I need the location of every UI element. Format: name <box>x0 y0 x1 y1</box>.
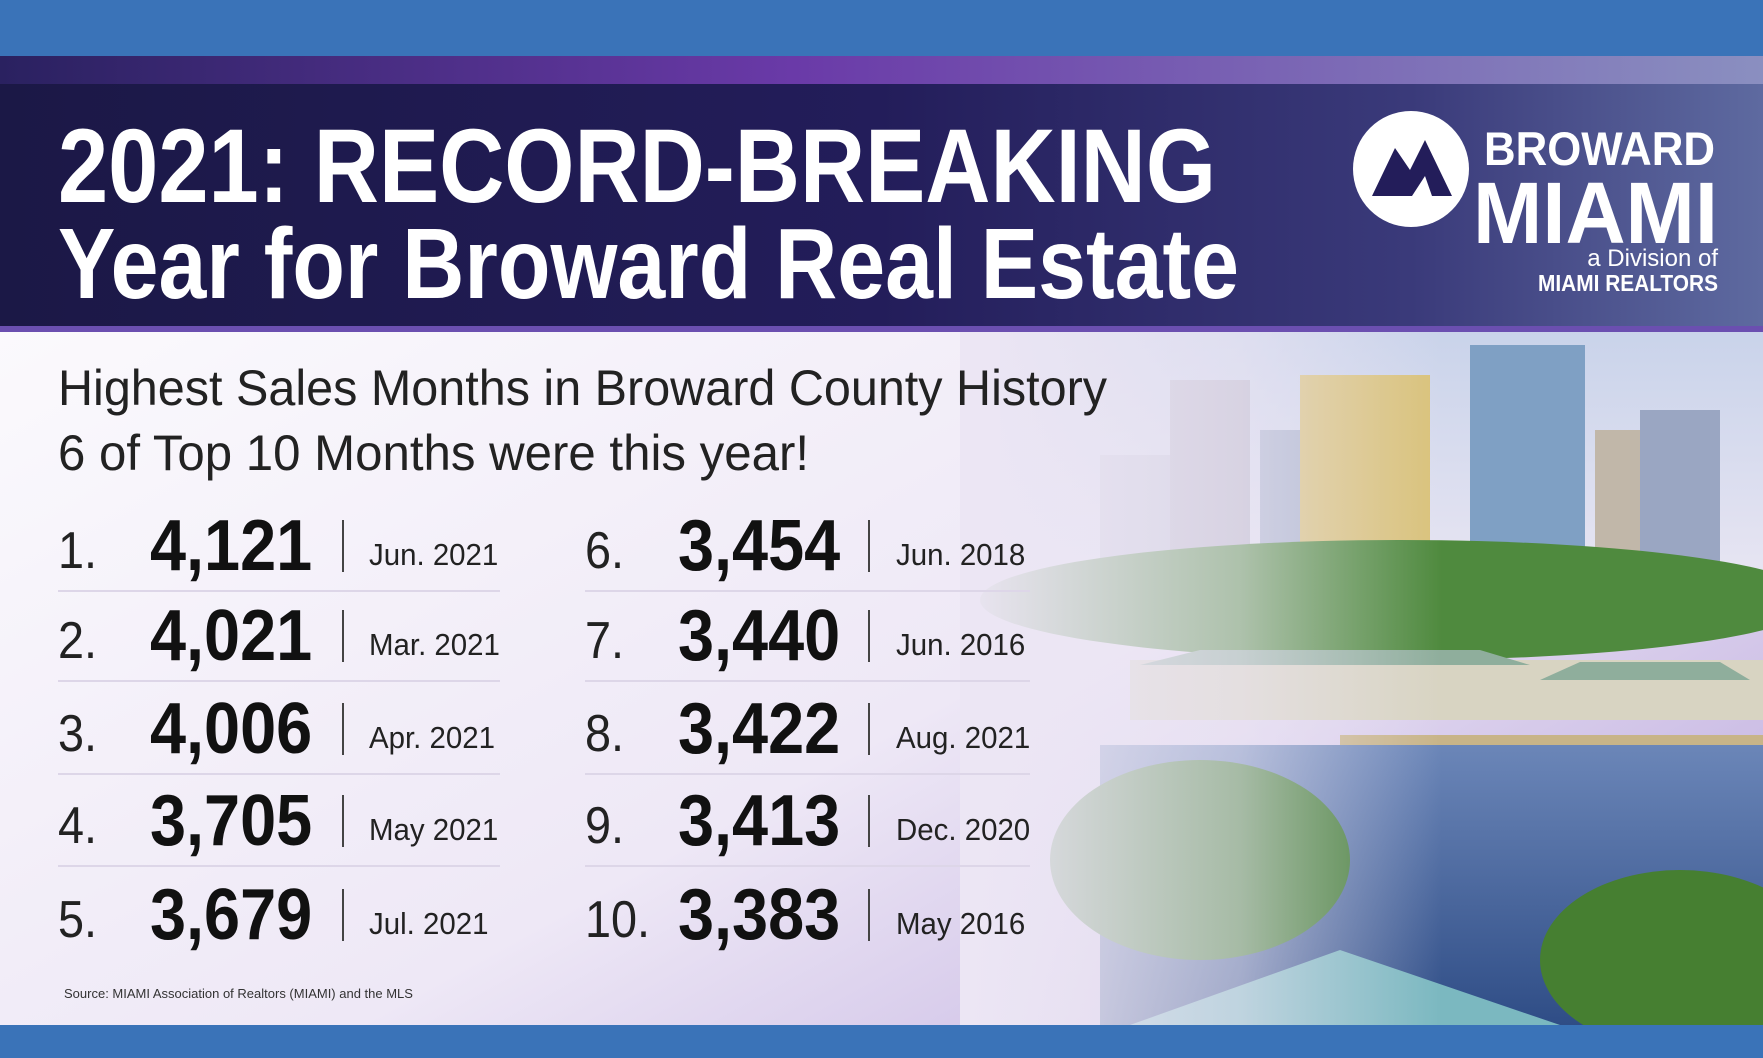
rank: 6. <box>585 522 624 580</box>
month: Dec. 2020 <box>896 813 1030 847</box>
sales-value: 4,021 <box>150 595 312 676</box>
sales-value: 4,121 <box>150 505 312 586</box>
rank: 2. <box>58 612 97 670</box>
month: Jun. 2016 <box>896 628 1025 662</box>
logo-text: a Division of <box>1587 245 1718 272</box>
logo: BROWARD MIAMI a Division of MIAMI REALTO… <box>1353 111 1718 296</box>
title: 2021: RECORD-BREAKING <box>58 108 1216 225</box>
logo-mark <box>1372 140 1452 196</box>
header-rule <box>0 326 1763 332</box>
source-note: Source: MIAMI Association of Realtors (M… <box>64 986 413 1001</box>
rankings: 1. 4,121 Jun. 2021 2. 4,021 Mar. 2021 3. 4,006 A… <box>58 505 1030 955</box>
subtitle: Highest Sales Months in Broward County H… <box>58 360 1107 416</box>
title: Year for Broward Real Estate <box>58 208 1239 320</box>
subtitle: 6 of Top 10 Months were this year! <box>58 425 809 481</box>
rank: 3. <box>58 705 97 763</box>
sales-value: 3,679 <box>150 874 312 955</box>
frame <box>0 1025 1763 1058</box>
rank: 8. <box>585 705 624 763</box>
logo-text: MIAMI REALTORS <box>1538 270 1718 296</box>
sales-value: 3,413 <box>678 780 840 861</box>
sales-value: 3,422 <box>678 688 840 769</box>
month: Apr. 2021 <box>369 721 495 755</box>
header <box>0 84 1763 330</box>
month: Jun. 2018 <box>896 538 1025 572</box>
rank: 10. <box>585 891 650 949</box>
month: Jun. 2021 <box>369 538 498 572</box>
month: Aug. 2021 <box>896 721 1030 755</box>
rank: 1. <box>58 522 97 580</box>
month: May 2021 <box>369 813 498 847</box>
logo-text: BROWARD <box>1484 122 1715 175</box>
photo-fade <box>960 330 1763 1025</box>
rank: 7. <box>585 612 624 670</box>
sales-value: 4,006 <box>150 688 312 769</box>
logo-text: MIAMI <box>1473 165 1718 262</box>
sales-value: 3,440 <box>678 595 840 676</box>
rank: 5. <box>58 891 97 949</box>
rank: 9. <box>585 797 624 855</box>
rank: 4. <box>58 797 97 855</box>
month: Jul. 2021 <box>369 907 488 941</box>
month: Mar. 2021 <box>369 628 500 662</box>
sales-value: 3,705 <box>150 780 312 861</box>
sales-value: 3,454 <box>678 505 840 586</box>
sales-value: 3,383 <box>678 874 840 955</box>
header-band <box>0 56 1763 84</box>
month: May 2016 <box>896 907 1025 941</box>
